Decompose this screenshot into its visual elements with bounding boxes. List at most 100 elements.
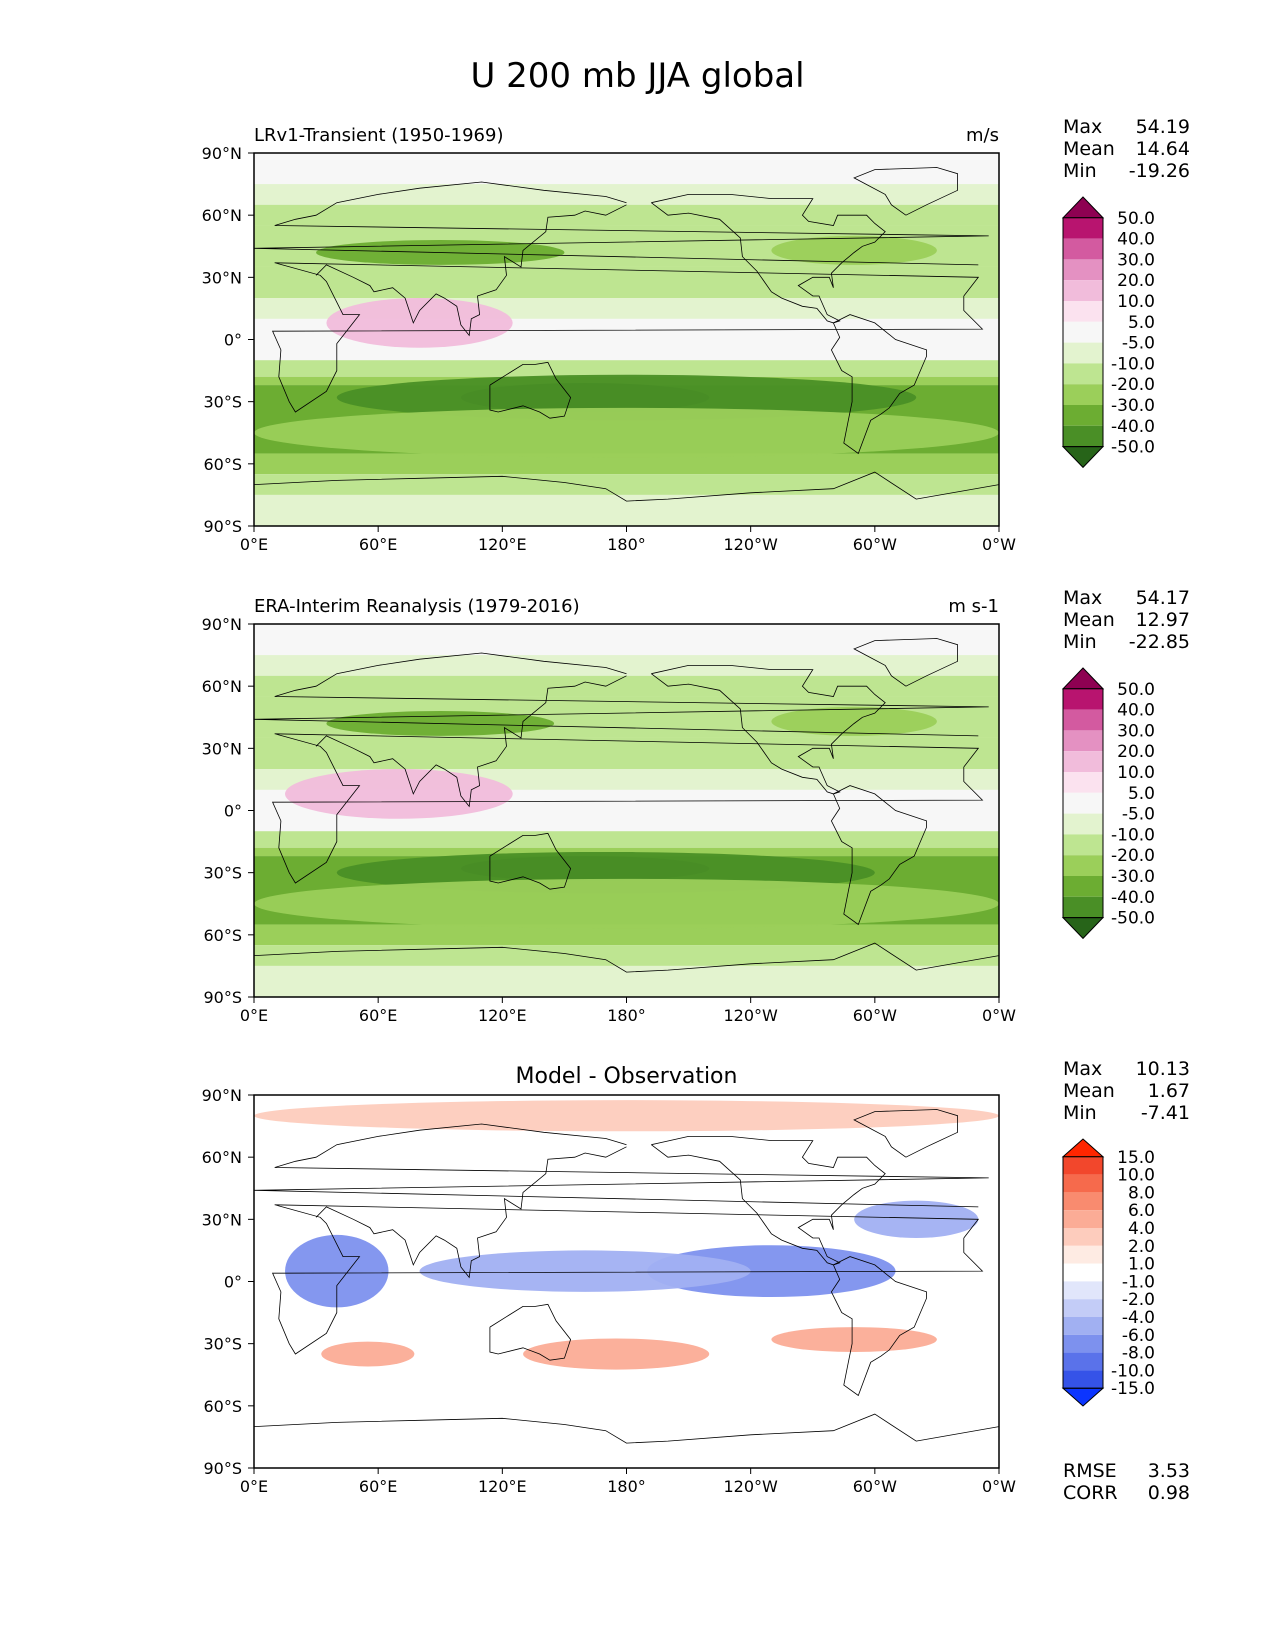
- x-tick-label: 0°E: [240, 1006, 268, 1025]
- colorbar-label: -10.0: [1111, 354, 1155, 374]
- coastline: [254, 181, 989, 266]
- colorbar-segment: [1063, 1156, 1103, 1175]
- x-tick-label: 0°W: [982, 1006, 1016, 1025]
- colorbar-segment: [1063, 1228, 1103, 1246]
- x-tick-label: 120°W: [723, 1006, 778, 1025]
- colorbar-label: -8.0: [1122, 1344, 1155, 1364]
- coastline: [853, 167, 958, 216]
- colorbar-segment: [1063, 813, 1103, 835]
- stat-value-rmse: 3.53: [1148, 1460, 1190, 1482]
- colorbar-label: 5.0: [1128, 784, 1155, 804]
- panel-diff: Model - Observation 0°E 60°E 120°E 180° 120°W…: [202, 1058, 1190, 1504]
- stat-label-mean: Mean: [1063, 138, 1115, 160]
- colorbar-segment: [1063, 1317, 1103, 1335]
- coastline: [271, 1204, 984, 1355]
- coastline: [254, 1123, 989, 1208]
- colorbar-extend-top: [1061, 667, 1105, 690]
- coastline: [254, 652, 989, 737]
- x-tick-label: 0°W: [982, 535, 1016, 554]
- colorbar-segment: [1063, 896, 1103, 918]
- colorbar-label: -15.0: [1111, 1379, 1155, 1399]
- zonal-band: [254, 204, 999, 226]
- y-tick-label: 0°: [224, 1273, 242, 1292]
- x-tick-label: 0°E: [240, 535, 268, 554]
- zonal-band: [254, 360, 999, 377]
- colorbar-label: 10.0: [1117, 1166, 1155, 1186]
- y-tick-label: 90°N: [202, 615, 242, 634]
- colorbar-label: -5.0: [1122, 334, 1155, 354]
- panel-model: LRv1-Transient (1950-1969) m/s 0°E 60°E 120°…: [0, 116, 1190, 554]
- x-tick-label: 60°W: [853, 1477, 897, 1496]
- panel-center-title: Model - Observation: [516, 1064, 738, 1089]
- y-tick-label: 60°N: [202, 206, 242, 225]
- panel-left-title: ERA-Interim Reanalysis (1979-2016): [254, 596, 580, 617]
- colorbar-segment: [1063, 1174, 1103, 1193]
- colorbar-label: -20.0: [1111, 846, 1155, 866]
- colorbar-label: 10.0: [1117, 763, 1155, 783]
- contour-feature: [26, 236, 192, 265]
- colorbar-label: 15.0: [1117, 1148, 1155, 1168]
- colorbar-label: 30.0: [1117, 250, 1155, 270]
- colorbar-label: 30.0: [1117, 721, 1155, 741]
- stat-value-min: -7.41: [1141, 1102, 1190, 1124]
- colorbar-label: -10.0: [1111, 825, 1155, 845]
- colorbar-label: -40.0: [1111, 417, 1155, 437]
- colorbar-frame: [1062, 688, 1104, 919]
- zonal-band: [254, 675, 999, 697]
- stat-value-corr: 0.98: [1148, 1482, 1190, 1504]
- y-tick-label: 30°S: [203, 393, 242, 412]
- y-tick-label: 90°S: [203, 988, 242, 1007]
- zonal-band: [254, 831, 999, 848]
- colorbar-label: -2.0: [1122, 1290, 1155, 1310]
- coastline: [254, 942, 999, 973]
- coastline: [489, 361, 572, 419]
- coastline: [651, 665, 886, 795]
- colorbar-segment: [1063, 1245, 1103, 1264]
- coastline: [315, 204, 627, 337]
- stat-value-max: 54.19: [1136, 116, 1190, 138]
- coastlines: [254, 167, 999, 502]
- contour-feature: [0, 375, 171, 421]
- y-tick-label: 60°N: [202, 677, 242, 696]
- contour-feature: [0, 408, 254, 458]
- colorbar-label: 2.0: [1128, 1237, 1155, 1257]
- figure-title: U 200 mb JJA global: [470, 56, 805, 96]
- map-field: [254, 1095, 999, 1468]
- stat-label-corr: CORR: [1063, 1482, 1118, 1504]
- zonal-band: [254, 184, 999, 205]
- colorbar-label: 1.0: [1128, 1255, 1155, 1275]
- coastline: [254, 471, 999, 502]
- coastline: [271, 262, 984, 413]
- panel-units: m/s: [966, 125, 999, 146]
- colorbar-segment: [1063, 1281, 1103, 1300]
- x-tick-label: 120°E: [478, 1006, 527, 1025]
- coastline: [651, 1136, 886, 1266]
- colorbar-extend-top: [1061, 1138, 1105, 1158]
- colorbar-label: 40.0: [1117, 701, 1155, 721]
- x-tick-label: 60°E: [359, 1006, 397, 1025]
- stat-value-max: 10.13: [1136, 1058, 1190, 1080]
- colorbar-segment: [1063, 688, 1103, 710]
- colorbar-frame: [1062, 217, 1104, 448]
- zonal-band: [254, 847, 999, 857]
- colorbar-label: -40.0: [1111, 888, 1155, 908]
- coastline: [315, 675, 627, 808]
- colorbar-label: -50.0: [1111, 909, 1155, 929]
- contour-feature: [26, 707, 192, 736]
- stat-value-min: -22.85: [1129, 631, 1190, 653]
- colorbar-segment: [1063, 792, 1103, 814]
- coastline: [489, 1303, 572, 1361]
- colorbar-segment: [1063, 1299, 1103, 1317]
- contour-feature: [419, 1250, 751, 1292]
- stat-value-mean: 1.67: [1148, 1080, 1190, 1102]
- zonal-band: [254, 453, 999, 475]
- colorbar-label: 20.0: [1117, 742, 1155, 762]
- coastline: [830, 785, 927, 926]
- colorbar-segment: [1063, 342, 1103, 364]
- colorbar-segment: [1063, 730, 1103, 752]
- colorbar-segment: [1063, 217, 1103, 239]
- x-tick-label: 120°W: [723, 1477, 778, 1496]
- coastline: [853, 638, 958, 687]
- colorbar-label: -30.0: [1111, 867, 1155, 887]
